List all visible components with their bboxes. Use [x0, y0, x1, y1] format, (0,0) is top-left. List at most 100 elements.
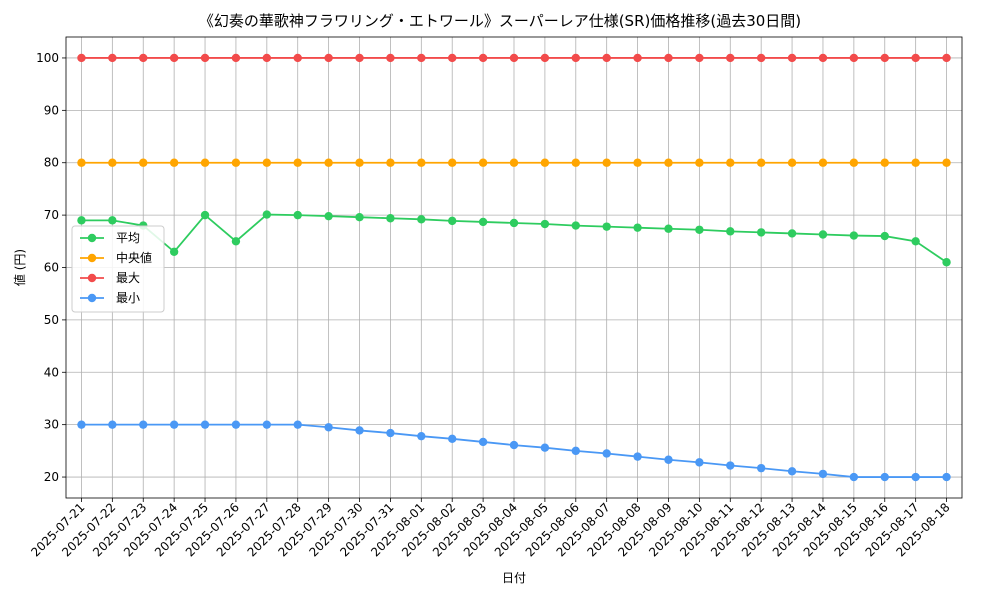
- data-point: [77, 53, 86, 63]
- legend-label: 中央値: [116, 250, 152, 265]
- data-point: [478, 53, 488, 63]
- data-point: [200, 158, 210, 167]
- data-point: [417, 431, 426, 441]
- legend-swatch-marker: [87, 273, 97, 283]
- data-point: [200, 420, 210, 429]
- data-point: [386, 214, 395, 223]
- data-point: [355, 213, 364, 222]
- data-point: [756, 463, 766, 473]
- data-point: [509, 158, 519, 167]
- data-point: [849, 158, 859, 167]
- data-point: [293, 420, 302, 429]
- data-point: [695, 158, 704, 167]
- data-point: [571, 53, 580, 63]
- data-point: [818, 158, 828, 167]
- data-point: [540, 443, 550, 452]
- data-point: [231, 158, 241, 167]
- data-point: [818, 469, 828, 479]
- x-axis: 2025-07-212025-07-222025-07-232025-07-24…: [28, 498, 953, 559]
- data-point: [849, 472, 859, 482]
- data-point: [942, 258, 951, 267]
- data-point: [540, 219, 550, 229]
- data-point: [509, 218, 519, 228]
- data-point: [787, 158, 797, 167]
- data-point: [417, 158, 426, 167]
- data-point: [633, 452, 642, 461]
- data-point: [200, 210, 210, 220]
- data-point: [509, 53, 519, 63]
- data-point: [200, 53, 210, 63]
- data-point: [633, 223, 642, 232]
- data-point: [108, 216, 117, 225]
- data-point: [540, 53, 550, 63]
- data-point: [77, 158, 86, 167]
- data-point: [540, 158, 550, 167]
- data-point: [448, 53, 457, 63]
- data-point: [571, 158, 580, 167]
- data-point: [911, 53, 920, 63]
- data-point: [633, 158, 642, 167]
- legend-swatch-marker: [87, 293, 97, 303]
- data-point: [324, 53, 333, 63]
- y-tick-label: 40: [44, 365, 59, 379]
- data-point: [787, 53, 797, 63]
- data-point: [478, 158, 488, 167]
- data-point: [880, 472, 889, 482]
- data-point: [787, 467, 797, 476]
- data-point: [293, 158, 302, 167]
- data-point: [849, 53, 859, 63]
- data-point: [448, 158, 457, 167]
- data-point: [818, 53, 828, 63]
- data-point: [386, 158, 395, 167]
- data-point: [478, 437, 488, 447]
- data-point: [448, 434, 457, 444]
- legend-swatch-marker: [87, 233, 97, 243]
- legend-label: 最大: [116, 271, 140, 285]
- data-point: [509, 440, 519, 450]
- data-point: [942, 53, 951, 63]
- y-tick-label: 50: [44, 313, 59, 327]
- chart-title: 《幻奏の華歌神フラワリング・エトワール》スーパーレア仕様(SR)価格推移(過去3…: [198, 12, 802, 30]
- legend-swatch-marker: [87, 253, 97, 263]
- series-0: [77, 210, 951, 267]
- y-axis-label: 値 (円): [12, 249, 27, 286]
- data-point: [664, 224, 673, 233]
- data-point: [139, 158, 148, 167]
- data-point: [293, 210, 302, 220]
- data-point: [756, 228, 766, 237]
- data-point: [386, 428, 395, 438]
- data-point: [602, 449, 611, 458]
- data-point: [602, 222, 611, 231]
- data-point: [911, 237, 920, 246]
- data-point: [262, 53, 272, 63]
- y-tick-label: 30: [44, 418, 59, 432]
- data-point: [633, 53, 642, 63]
- data-point: [787, 229, 797, 238]
- data-point: [293, 53, 302, 63]
- data-point: [386, 53, 395, 63]
- data-point: [169, 247, 179, 256]
- data-point: [478, 217, 488, 227]
- data-point: [911, 158, 920, 167]
- legend-label: 最小: [116, 291, 140, 305]
- y-tick-label: 70: [44, 208, 59, 222]
- data-point: [571, 446, 580, 456]
- data-point: [942, 472, 951, 482]
- legend-box: [71, 225, 165, 313]
- x-axis-label: 日付: [502, 571, 526, 585]
- data-point: [726, 53, 735, 63]
- data-point: [726, 227, 735, 236]
- data-point: [77, 216, 86, 225]
- data-point: [695, 225, 704, 234]
- data-point: [355, 158, 364, 167]
- series-2: [77, 53, 951, 63]
- data-point: [602, 53, 611, 63]
- data-point: [108, 420, 117, 429]
- data-point: [664, 455, 673, 464]
- series-3: [77, 420, 951, 482]
- y-tick-label: 100: [36, 51, 59, 65]
- data-point: [355, 53, 364, 63]
